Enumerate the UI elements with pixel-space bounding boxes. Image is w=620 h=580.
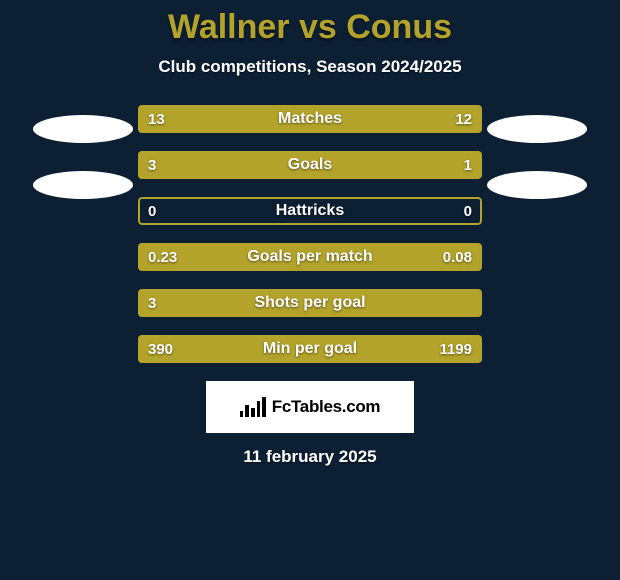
team-badge-placeholder xyxy=(487,115,587,143)
comparison-infographic: Wallner vs Conus Club competitions, Seas… xyxy=(0,0,620,580)
stat-row: Goals per match0.230.08 xyxy=(138,243,482,271)
stat-bars: Matches1312 Goals31 Hattricks00 Goals per m… xyxy=(138,105,482,363)
bar-fill-left xyxy=(138,151,386,179)
bar-fill-right xyxy=(386,151,482,179)
date-text: 11 february 2025 xyxy=(0,447,620,467)
bar-fill-left xyxy=(138,243,386,271)
team-badge-placeholder xyxy=(33,115,133,143)
right-team-column xyxy=(482,105,592,199)
stat-row: Goals31 xyxy=(138,151,482,179)
stat-row: Hattricks00 xyxy=(138,197,482,225)
bar-fill-right xyxy=(227,335,482,363)
bar-fill-left xyxy=(138,335,227,363)
bar-track xyxy=(138,197,482,225)
team-badge-placeholder xyxy=(487,171,587,199)
stat-row: Min per goal3901199 xyxy=(138,335,482,363)
left-team-column xyxy=(28,105,138,199)
brand-bars-icon xyxy=(240,397,266,417)
brand-text: FcTables.com xyxy=(272,397,381,417)
body-area: Matches1312 Goals31 Hattricks00 Goals per m… xyxy=(0,105,620,363)
page-title: Wallner vs Conus xyxy=(0,0,620,47)
subtitle: Club competitions, Season 2024/2025 xyxy=(0,57,620,77)
stat-row: Shots per goal3 xyxy=(138,289,482,317)
team-badge-placeholder xyxy=(33,171,133,199)
bar-fill-left xyxy=(138,105,317,133)
bar-fill-right xyxy=(386,243,482,271)
brand-box: FcTables.com xyxy=(206,381,414,433)
bar-fill-right xyxy=(317,105,482,133)
bar-fill-left xyxy=(138,289,482,317)
stat-row: Matches1312 xyxy=(138,105,482,133)
